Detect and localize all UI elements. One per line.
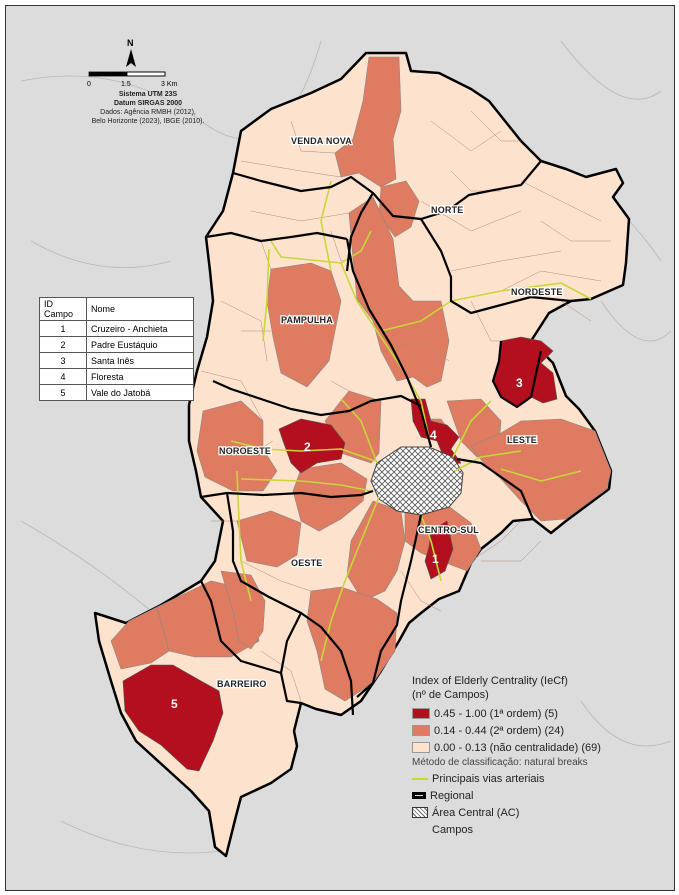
region-label-nordeste: NORDESTE bbox=[511, 287, 563, 297]
road-line-symbol bbox=[412, 777, 428, 780]
region-label-leste: LESTE bbox=[507, 435, 537, 445]
map-frame: VENDA NOVA NORTE NORDESTE PAMPULHA NOROE… bbox=[5, 5, 675, 891]
legend-label: Área Central (AC) bbox=[432, 806, 520, 819]
campo-5-area bbox=[122, 664, 224, 772]
table-cell-name: Padre Eustáquio bbox=[86, 336, 194, 353]
region-label-oeste: OESTE bbox=[291, 558, 323, 568]
legend-central-area: Área Central (AC) bbox=[412, 804, 667, 821]
legend-label: 0.14 - 0.44 (2ª ordem) (24) bbox=[434, 724, 565, 737]
region-label-pampulha: PAMPULHA bbox=[281, 315, 333, 325]
campo-label-4: 4 bbox=[430, 428, 437, 442]
campo-2-area bbox=[278, 418, 346, 474]
projection-system: Sistema UTM 23S bbox=[118, 91, 178, 98]
legend-class-second-order: 0.14 - 0.44 (2ª ordem) (24) bbox=[412, 722, 667, 739]
legend-swatch bbox=[412, 708, 430, 719]
legend-title-line-2: (nº de Campos) bbox=[412, 689, 489, 701]
legend-campos: Campos bbox=[412, 821, 667, 838]
hatch-symbol bbox=[412, 807, 428, 818]
map-legend: Index of Elderly Centrality (IeCf) (nº d… bbox=[412, 674, 667, 838]
legend-title: Index of Elderly Centrality (IeCf) (nº d… bbox=[412, 674, 667, 702]
table-cell-name: Floresta bbox=[86, 368, 194, 385]
campos-id-table: ID Campo Nome 1 Cruzeiro - Anchieta 2 Padr… bbox=[39, 297, 194, 401]
regional-border-symbol bbox=[412, 792, 426, 799]
legend-class-first-order: 0.45 - 1.00 (1ª ordem) (5) bbox=[412, 705, 667, 722]
legend-label: Campos bbox=[432, 823, 473, 836]
campo-label-2: 2 bbox=[304, 440, 311, 454]
region-label-norte: NORTE bbox=[431, 205, 464, 215]
legend-swatch bbox=[412, 725, 430, 736]
region-label-centro-sul: CENTRO-SUL bbox=[418, 525, 479, 535]
region-label-venda-nova: VENDA NOVA bbox=[291, 136, 352, 146]
scale-tick-1: 1.5 bbox=[121, 81, 131, 88]
legend-swatch bbox=[412, 742, 430, 753]
scale-tick-2: 3 Km bbox=[161, 81, 178, 88]
campo-label-3: 3 bbox=[516, 376, 523, 390]
north-arrow-letter: N bbox=[127, 38, 134, 48]
campo-3-area bbox=[492, 336, 558, 408]
campo-label-1: 1 bbox=[432, 552, 439, 566]
central-area bbox=[370, 446, 464, 516]
data-source-2: Belo Horizonte (2023), IBGE (2010). bbox=[91, 118, 205, 125]
legend-label: 0.45 - 1.00 (1ª ordem) (5) bbox=[434, 707, 558, 720]
legend-label: Principais vias arteriais bbox=[432, 772, 545, 785]
table-cell-id: 4 bbox=[39, 368, 87, 385]
table-row: 1 Cruzeiro - Anchieta bbox=[39, 320, 194, 337]
table-header-name: Nome bbox=[86, 297, 194, 321]
table-row: 2 Padre Eustáquio bbox=[39, 336, 194, 353]
scale-bar: 0 1.5 3 Km bbox=[87, 71, 178, 88]
table-cell-name: Vale do Jatobá bbox=[86, 384, 194, 401]
table-row: 5 Vale do Jatobá bbox=[39, 384, 194, 401]
table-row: 4 Floresta bbox=[39, 368, 194, 385]
data-source-1: Dados: Agência RMBH (2012), bbox=[100, 109, 196, 116]
legend-method-note: Método de classificação: natural breaks bbox=[412, 757, 588, 768]
arterial-roads bbox=[230, 180, 592, 662]
legend-label: 0.00 - 0.13 (não centralidade) (69) bbox=[434, 741, 601, 754]
table-cell-name: Santa Inês bbox=[86, 352, 194, 369]
table-row: 3 Santa Inês bbox=[39, 352, 194, 369]
legend-title-line-1: Index of Elderly Centrality (IeCf) bbox=[412, 675, 568, 687]
table-cell-id: 3 bbox=[39, 352, 87, 369]
table-cell-id: 5 bbox=[39, 384, 87, 401]
scale-tick-0: 0 bbox=[87, 81, 91, 88]
table-cell-id: 1 bbox=[39, 320, 87, 337]
map-canvas: VENDA NOVA NORTE NORDESTE PAMPULHA NOROE… bbox=[20, 38, 672, 858]
legend-roads: Principais vias arteriais bbox=[412, 770, 667, 787]
campo-1-area bbox=[424, 520, 454, 580]
table-header-row: ID Campo Nome bbox=[39, 297, 194, 321]
table-header-id: ID Campo bbox=[39, 297, 87, 321]
legend-regional: Regional bbox=[412, 787, 667, 804]
region-label-barreiro: BARREIRO bbox=[217, 679, 267, 689]
legend-class-no-centrality: 0.00 - 0.13 (não centralidade) (69) bbox=[412, 739, 667, 756]
projection-info: Sistema UTM 23S Datum SIRGAS 2000 Dados:… bbox=[78, 90, 218, 126]
regional-borders bbox=[200, 160, 572, 716]
campo-label-5: 5 bbox=[171, 697, 178, 711]
table-cell-name: Cruzeiro - Anchieta bbox=[86, 320, 194, 337]
legend-label: Regional bbox=[430, 789, 474, 802]
campo-symbol bbox=[412, 825, 428, 834]
projection-datum: Datum SIRGAS 2000 bbox=[113, 100, 183, 107]
region-label-noroeste: NOROESTE bbox=[219, 446, 271, 456]
north-arrow: N bbox=[126, 38, 136, 67]
table-cell-id: 2 bbox=[39, 336, 87, 353]
